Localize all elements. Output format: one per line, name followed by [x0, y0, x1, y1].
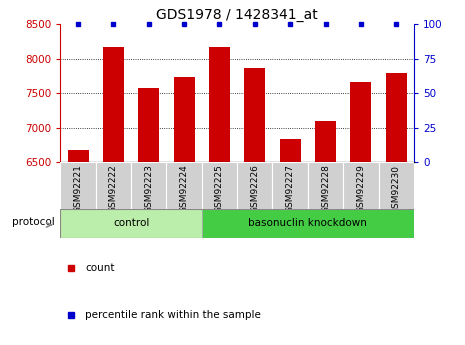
Bar [96, 162, 131, 210]
Text: control: control [113, 218, 149, 228]
Text: protocol: protocol [12, 217, 54, 227]
Bar [343, 162, 379, 210]
Text: GSM92225: GSM92225 [215, 165, 224, 214]
Bar [166, 162, 202, 210]
Text: count: count [85, 263, 115, 273]
Text: GSM92228: GSM92228 [321, 165, 330, 214]
Text: basonuclin knockdown: basonuclin knockdown [248, 218, 367, 228]
Text: GSM92230: GSM92230 [392, 165, 401, 214]
Bar [202, 209, 414, 238]
Bar [244, 68, 266, 162]
Text: GSM92223: GSM92223 [144, 165, 153, 214]
Bar [308, 162, 343, 210]
Text: percentile rank within the sample: percentile rank within the sample [85, 310, 261, 320]
Bar [209, 47, 230, 162]
Bar [272, 162, 308, 210]
Bar [385, 73, 407, 162]
Bar [379, 162, 414, 210]
Bar [279, 139, 301, 162]
Bar [315, 121, 336, 162]
Text: GSM92224: GSM92224 [179, 165, 189, 213]
Text: GSM92221: GSM92221 [73, 165, 83, 214]
Bar [173, 77, 195, 162]
Title: GDS1978 / 1428341_at: GDS1978 / 1428341_at [156, 8, 318, 22]
Bar [237, 162, 272, 210]
Bar [103, 47, 124, 162]
Bar [350, 82, 372, 162]
Bar [60, 209, 202, 238]
Text: GSM92226: GSM92226 [250, 165, 259, 214]
Bar [138, 88, 159, 162]
Bar [60, 162, 96, 210]
Bar [131, 162, 166, 210]
Text: GSM92227: GSM92227 [286, 165, 295, 214]
Text: GSM92229: GSM92229 [356, 165, 365, 214]
Bar [67, 150, 89, 162]
Text: GSM92222: GSM92222 [109, 165, 118, 213]
Bar [202, 162, 237, 210]
